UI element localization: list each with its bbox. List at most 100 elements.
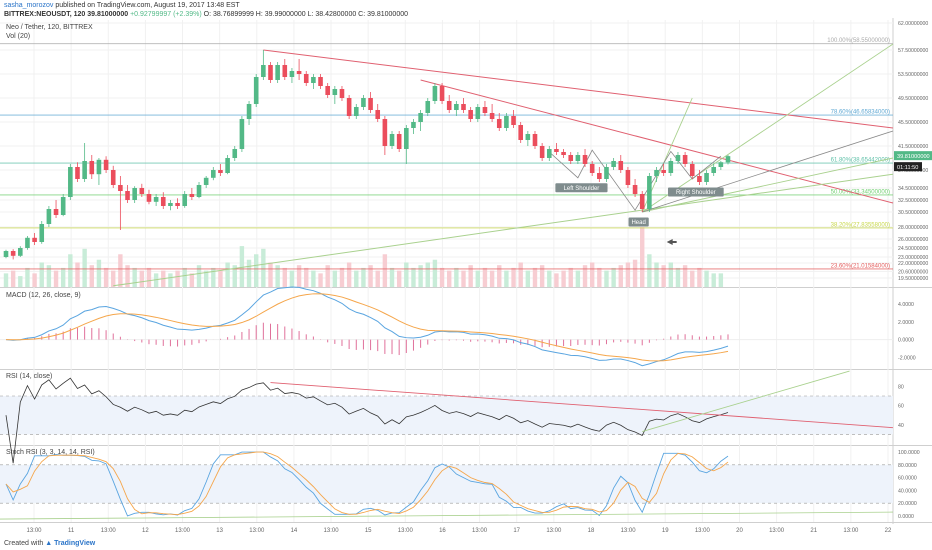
candle-body xyxy=(17,248,23,256)
rsi-pane-title: RSI (14, close) xyxy=(6,373,53,380)
x-tick-label: 18 xyxy=(588,528,595,534)
candle-body xyxy=(153,197,159,202)
volume-bar xyxy=(668,262,674,287)
candle-body xyxy=(604,167,609,179)
stoch-pane-title: Stoch RSI (3, 3, 14, 14, RSI) xyxy=(6,449,95,456)
x-tick-label: 13:00 xyxy=(175,528,191,534)
volume-bar xyxy=(325,265,330,287)
candle-body xyxy=(232,149,238,158)
candle-body xyxy=(582,155,588,164)
price-tick-label: 28.00000000 xyxy=(898,225,928,231)
candle-body xyxy=(103,159,109,170)
volume-bar xyxy=(332,270,338,287)
volume-bar xyxy=(411,267,416,287)
head-label: Head xyxy=(631,220,645,226)
candle-body xyxy=(168,203,173,206)
resistance-trendline xyxy=(263,49,894,129)
volume-bar xyxy=(382,254,388,287)
candle-body xyxy=(525,134,531,140)
candle-body xyxy=(532,134,538,146)
volume-bar xyxy=(354,270,359,287)
candle-body xyxy=(597,173,602,179)
x-tick-label: 17 xyxy=(513,528,520,534)
left-shoulder-label-bg xyxy=(555,183,608,193)
volume-bar xyxy=(461,270,466,287)
volume-bar xyxy=(189,273,195,287)
volume-bar xyxy=(346,262,352,287)
candle-body xyxy=(625,170,631,185)
candle-body xyxy=(189,194,195,197)
volume-bar xyxy=(532,267,538,287)
candle-body xyxy=(654,170,659,176)
volume-bar xyxy=(132,267,137,287)
stoch-tick-label: 40.0000 xyxy=(898,488,917,494)
volume-bar xyxy=(447,270,452,287)
footer-created-with: Created with xyxy=(4,540,44,547)
volume-bar xyxy=(261,248,266,287)
rsi-tick-label: 40 xyxy=(898,423,904,429)
candle-body xyxy=(146,194,152,202)
price-tick-label: 41.50000000 xyxy=(898,144,928,150)
volume-bar xyxy=(96,259,102,287)
x-tick-label: 13 xyxy=(216,528,223,534)
volume-bar xyxy=(203,270,209,287)
price-tick-label: 23.00000000 xyxy=(898,255,928,261)
candle-body xyxy=(125,191,130,200)
volume-bar xyxy=(239,246,245,287)
price-tick-label: 34.50000000 xyxy=(898,186,928,192)
stoch-tick-label: 20.0000 xyxy=(898,501,917,507)
stoch-tick-label: 0.0000 xyxy=(898,514,914,520)
main-pane-title: Neo / Tether, 120, BITTREX xyxy=(6,24,93,31)
candle-body xyxy=(568,155,574,161)
candle-body xyxy=(461,104,466,110)
price-tick-label: 30.50000000 xyxy=(898,210,928,216)
footer-brand: TradingView xyxy=(54,540,96,547)
volume-bar xyxy=(246,259,252,287)
volume-bar xyxy=(525,270,531,287)
ohlc-text: O: 38.76899999 H: 39.99000000 L: 38.4280… xyxy=(203,11,408,18)
tradingview-logo[interactable]: ▲ TradingView xyxy=(45,540,96,547)
price-tick-label: 26.00000000 xyxy=(898,237,928,243)
volume-bar xyxy=(139,270,145,287)
candle-body xyxy=(25,237,30,248)
publisher-line: sasha_morozov published on TradingView.c… xyxy=(4,1,240,10)
volume-bar xyxy=(82,248,87,287)
price-tick-label: 19.50000000 xyxy=(898,276,928,282)
volume-bar xyxy=(282,267,287,287)
stoch-tick-label: 60.0000 xyxy=(898,476,917,482)
candle-body xyxy=(275,65,280,80)
candle-body xyxy=(160,197,166,206)
volume-bar xyxy=(589,262,595,287)
volume-bar xyxy=(182,267,187,287)
volume-bar xyxy=(253,254,259,287)
candle-body xyxy=(175,203,180,206)
candle-body xyxy=(504,116,509,128)
candle-body xyxy=(454,104,459,110)
volume-bar xyxy=(39,262,44,287)
candle-body xyxy=(353,107,359,116)
author-name[interactable]: sasha_morozov xyxy=(4,2,54,9)
x-tick-label: 13:00 xyxy=(695,528,711,534)
volume-bar xyxy=(175,270,180,287)
candle-body xyxy=(261,65,266,77)
volume-bar xyxy=(32,273,37,287)
candle-body xyxy=(296,71,302,74)
candle-body xyxy=(518,125,523,140)
x-tick-label: 13:00 xyxy=(324,528,340,534)
candle-body xyxy=(39,224,45,242)
x-tick-label: 14 xyxy=(291,528,298,534)
candle-body xyxy=(46,209,52,224)
candle-body xyxy=(32,237,37,242)
volume-bar xyxy=(654,262,659,287)
candle-body xyxy=(496,119,502,128)
candle-body xyxy=(10,251,16,256)
x-tick-label: 22 xyxy=(885,528,892,534)
candle-body xyxy=(361,98,366,107)
volume-bar xyxy=(682,265,688,287)
candle-body xyxy=(468,110,473,119)
candle-body xyxy=(196,185,202,197)
fib-level-label: 23.60%(21.01584000) xyxy=(831,263,890,269)
head-label-bg xyxy=(628,217,649,227)
candle-body xyxy=(589,164,595,173)
